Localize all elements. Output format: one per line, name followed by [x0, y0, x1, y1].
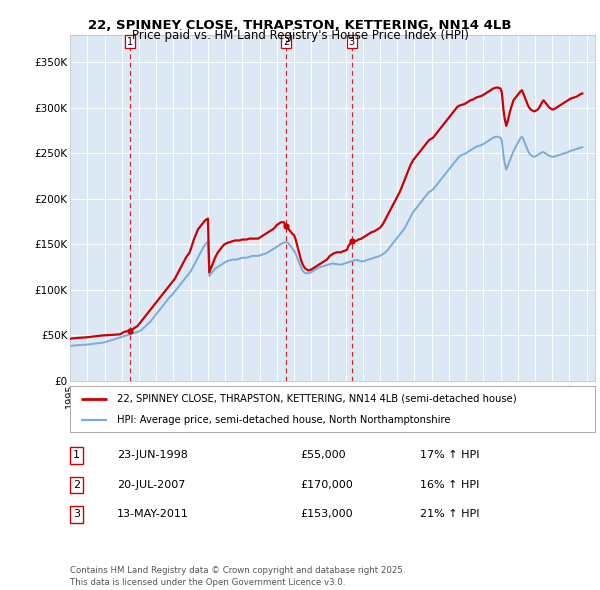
Text: 22, SPINNEY CLOSE, THRAPSTON, KETTERING, NN14 4LB: 22, SPINNEY CLOSE, THRAPSTON, KETTERING,…	[88, 19, 512, 32]
Text: 13-MAY-2011: 13-MAY-2011	[117, 510, 189, 519]
Text: 17% ↑ HPI: 17% ↑ HPI	[420, 451, 479, 460]
Text: 3: 3	[73, 510, 80, 519]
Text: 16% ↑ HPI: 16% ↑ HPI	[420, 480, 479, 490]
Text: 2: 2	[73, 480, 80, 490]
Text: £153,000: £153,000	[300, 510, 353, 519]
Text: HPI: Average price, semi-detached house, North Northamptonshire: HPI: Average price, semi-detached house,…	[118, 415, 451, 425]
Text: 3: 3	[349, 37, 355, 47]
Text: Price paid vs. HM Land Registry's House Price Index (HPI): Price paid vs. HM Land Registry's House …	[131, 29, 469, 42]
Text: 1: 1	[127, 37, 133, 47]
Text: 20-JUL-2007: 20-JUL-2007	[117, 480, 185, 490]
Text: 21% ↑ HPI: 21% ↑ HPI	[420, 510, 479, 519]
Text: 22, SPINNEY CLOSE, THRAPSTON, KETTERING, NN14 4LB (semi-detached house): 22, SPINNEY CLOSE, THRAPSTON, KETTERING,…	[118, 394, 517, 404]
Text: 2: 2	[283, 37, 289, 47]
Text: £55,000: £55,000	[300, 451, 346, 460]
Text: 1: 1	[73, 451, 80, 460]
Text: Contains HM Land Registry data © Crown copyright and database right 2025.
This d: Contains HM Land Registry data © Crown c…	[70, 566, 406, 587]
Text: 23-JUN-1998: 23-JUN-1998	[117, 451, 188, 460]
Text: £170,000: £170,000	[300, 480, 353, 490]
